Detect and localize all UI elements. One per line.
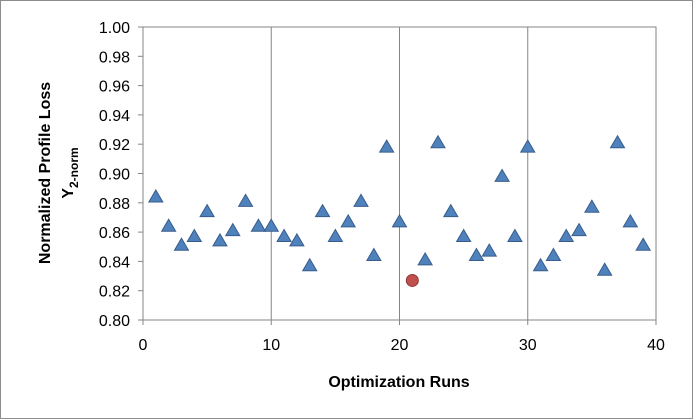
y-tick-label: 0.98 bbox=[99, 49, 130, 66]
data-points bbox=[147, 134, 652, 287]
data-point-triangle bbox=[250, 218, 267, 232]
svg-text:Y2-norm: Y2-norm bbox=[60, 147, 81, 198]
data-point-triangle bbox=[455, 228, 472, 242]
data-point-triangle bbox=[635, 237, 652, 251]
data-point-triangle bbox=[622, 213, 639, 228]
x-axis-ticks: 0 10 20 30 40 bbox=[139, 320, 665, 354]
data-point-triangle bbox=[558, 228, 575, 242]
data-point-triangle bbox=[494, 168, 510, 182]
data-point-triangle bbox=[340, 213, 357, 228]
x-tick-label: 20 bbox=[391, 337, 409, 354]
data-point-triangle bbox=[186, 228, 203, 242]
y-axis-symbol-letter: Y bbox=[60, 188, 77, 199]
y-tick-label: 0.88 bbox=[99, 196, 130, 213]
data-point-triangle bbox=[378, 139, 395, 153]
x-axis-title: Optimization Runs bbox=[328, 374, 469, 391]
y-axis-title: Normalized Profile Loss bbox=[37, 82, 54, 264]
y-tick-label: 0.90 bbox=[99, 167, 130, 184]
x-tick-label: 30 bbox=[519, 337, 537, 354]
data-point-triangle bbox=[314, 203, 331, 218]
data-point-triangle bbox=[289, 232, 305, 247]
data-point-triangle bbox=[571, 222, 587, 237]
data-point-triangle bbox=[353, 193, 369, 207]
y-axis-title-main: Normalized Profile Loss bbox=[37, 82, 54, 264]
y-tick-label: 0.82 bbox=[99, 284, 130, 301]
data-point-triangle bbox=[507, 228, 523, 242]
data-point-triangle bbox=[199, 203, 215, 218]
data-point-triangle bbox=[468, 247, 485, 262]
y-tick-label: 0.86 bbox=[99, 225, 130, 242]
x-tick-label: 10 bbox=[262, 337, 280, 354]
y-axis-symbol: Y2-norm bbox=[60, 147, 81, 198]
data-point-triangle bbox=[212, 232, 228, 247]
y-axis-ticks: 0.80 0.82 0.84 0.86 0.88 0.90 0.92 0.94 0.96 0.98… bbox=[99, 20, 143, 330]
data-point-triangle bbox=[584, 199, 600, 213]
data-point-triangle bbox=[365, 247, 382, 262]
y-tick-label: 0.96 bbox=[99, 79, 130, 96]
y-tick-label: 0.92 bbox=[99, 137, 130, 154]
data-point-triangle bbox=[442, 203, 459, 218]
y-axis-symbol-subscript: 2-norm bbox=[67, 147, 81, 188]
data-point-triangle bbox=[545, 247, 562, 262]
data-point-triangle bbox=[276, 228, 292, 242]
data-point-triangle bbox=[609, 134, 626, 149]
data-point-triangle bbox=[430, 134, 446, 149]
data-point-triangle bbox=[237, 193, 254, 207]
data-point-triangle bbox=[301, 257, 318, 272]
gridlines bbox=[270, 27, 529, 320]
data-point-triangle bbox=[391, 213, 408, 228]
data-point-triangle bbox=[417, 251, 434, 266]
data-point-triangle bbox=[224, 222, 241, 237]
data-point-triangle bbox=[596, 262, 613, 276]
data-point-triangle bbox=[147, 188, 164, 203]
data-point-triangle bbox=[327, 228, 344, 242]
y-tick-label: 0.94 bbox=[99, 108, 130, 125]
x-tick-label: 40 bbox=[647, 337, 665, 354]
y-tick-label: 1.00 bbox=[99, 20, 130, 37]
x-tick-label: 0 bbox=[139, 337, 148, 354]
data-point-triangle bbox=[263, 218, 280, 232]
data-point-circle bbox=[405, 273, 419, 287]
data-point-triangle bbox=[173, 237, 190, 251]
data-point-triangle bbox=[519, 139, 536, 153]
data-point-triangle bbox=[532, 257, 549, 272]
y-tick-label: 0.84 bbox=[99, 254, 130, 271]
y-tick-label: 0.80 bbox=[99, 313, 130, 330]
data-point-triangle bbox=[160, 218, 177, 232]
data-point-triangle bbox=[481, 243, 498, 257]
